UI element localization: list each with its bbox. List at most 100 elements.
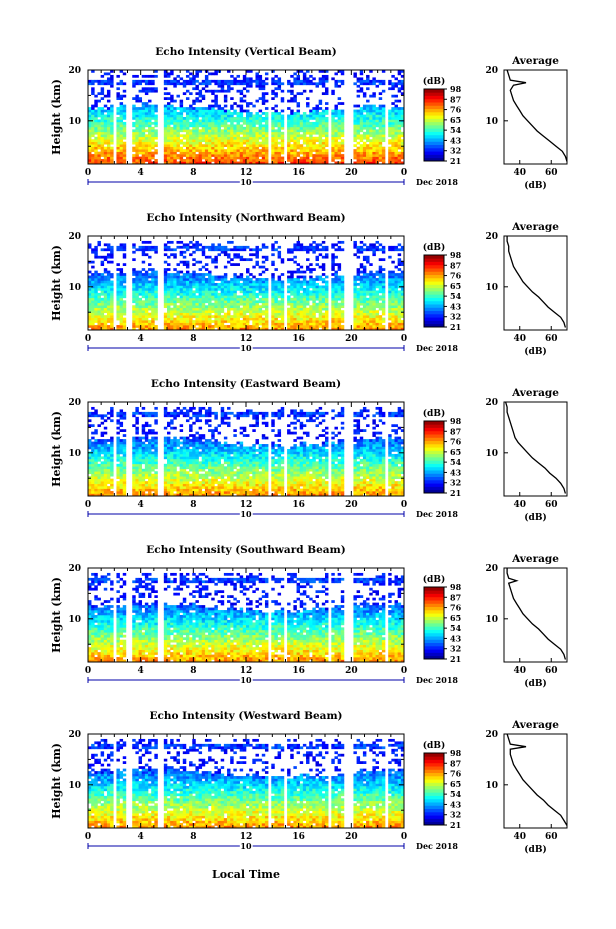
heatmap-cell <box>97 161 101 165</box>
heatmap-cell <box>312 124 316 128</box>
heatmap-cell <box>391 285 395 289</box>
heatmap-cell <box>274 310 278 313</box>
heatmap-cell <box>277 290 282 294</box>
heatmap-cell <box>366 290 370 294</box>
heatmap-cell <box>97 129 101 133</box>
average-y-tick-label: 10 <box>485 283 498 293</box>
heatmap-cell <box>167 273 171 276</box>
heatmap-cell <box>391 136 395 140</box>
heatmap-cell <box>340 119 345 123</box>
heatmap-cell <box>103 94 108 98</box>
heatmap-cell <box>369 129 373 133</box>
heatmap-cell <box>192 134 196 138</box>
heatmap-cell <box>201 119 206 123</box>
heatmap-cell <box>195 119 199 123</box>
heatmap-cell <box>271 315 275 318</box>
heatmap-cell <box>217 243 222 247</box>
heatmap-cell <box>170 283 174 286</box>
heatmap-cell <box>362 258 367 262</box>
average-title: Average <box>511 55 559 67</box>
heatmap-cell <box>122 280 127 284</box>
heatmap-cell <box>394 112 398 115</box>
heatmap-cell <box>334 121 338 125</box>
heatmap-cell <box>204 89 209 93</box>
heatmap-cell <box>400 79 405 83</box>
heatmap-cell <box>91 305 95 309</box>
heatmap-cell <box>116 144 120 147</box>
heatmap-cell <box>97 79 101 83</box>
heatmap-cell <box>381 161 386 165</box>
heatmap-cell <box>192 146 196 150</box>
heatmap-cell <box>287 320 291 323</box>
heatmap-cell <box>100 117 105 120</box>
heatmap-cell <box>236 295 240 299</box>
heatmap-cell <box>116 92 120 96</box>
heatmap-cell <box>356 317 361 321</box>
heatmap-cell <box>214 114 218 118</box>
heatmap-cell <box>309 129 313 133</box>
heatmap-cell <box>306 327 310 331</box>
heatmap-cell <box>369 126 373 130</box>
heatmap-cell <box>198 112 203 115</box>
heatmap-cell <box>255 280 259 284</box>
heatmap-cell <box>151 295 155 299</box>
heatmap-cell <box>185 263 190 266</box>
heatmap-cell <box>394 131 398 135</box>
heatmap-cell <box>359 310 364 313</box>
heatmap-cell <box>227 255 231 259</box>
heatmap-cell <box>293 77 297 81</box>
heatmap-cell <box>261 285 266 289</box>
heatmap-cell <box>122 295 127 299</box>
heatmap-cell <box>400 141 405 145</box>
heatmap-cell <box>135 126 139 130</box>
heatmap-cell <box>116 136 120 140</box>
heatmap-cell <box>100 280 105 284</box>
heatmap-cell <box>148 305 152 309</box>
colorbar-segment <box>424 147 444 152</box>
heatmap-cell <box>163 322 168 326</box>
heatmap-cell <box>287 258 291 262</box>
heatmap-cell <box>315 104 319 108</box>
heatmap-cell <box>372 310 376 313</box>
heatmap-cell <box>116 280 120 284</box>
heatmap-cell <box>151 305 155 309</box>
heatmap-cell <box>372 119 376 123</box>
heatmap-cell <box>321 315 326 318</box>
heatmap-cell <box>110 114 114 118</box>
heatmap-cell <box>280 312 285 316</box>
heatmap-cell <box>230 285 234 289</box>
heatmap-cell <box>299 126 304 130</box>
heatmap-cell <box>337 315 342 318</box>
heatmap-cell <box>189 79 193 83</box>
colorbar-segment <box>424 287 444 292</box>
heatmap-cell <box>400 283 405 286</box>
heatmap-cell <box>211 302 215 306</box>
heatmap-cell <box>315 243 319 247</box>
heatmap-cell <box>227 89 231 93</box>
heatmap-cell <box>249 149 253 152</box>
heatmap-cell <box>315 156 319 160</box>
heatmap-cell <box>230 327 234 331</box>
heatmap-cell <box>135 112 139 115</box>
heatmap-cell <box>173 136 177 140</box>
heatmap-cell <box>141 268 146 271</box>
heatmap-cell <box>315 144 319 147</box>
heatmap-cell <box>381 114 386 118</box>
heatmap-cell <box>110 280 114 284</box>
heatmap-cell <box>331 278 335 281</box>
heatmap-cell <box>170 72 174 76</box>
heatmap-cell <box>287 322 291 326</box>
heatmap-cell <box>195 322 199 326</box>
heatmap-cell <box>378 268 383 271</box>
heatmap-cell <box>151 74 155 78</box>
heatmap-cell <box>182 292 187 296</box>
date-month-label: Dec 2018 <box>416 177 458 187</box>
heatmap-cell <box>356 149 361 152</box>
heatmap-cell <box>163 300 168 304</box>
heatmap-cell <box>88 136 92 140</box>
heatmap-cell <box>91 325 95 328</box>
heatmap-cell <box>201 300 206 304</box>
heatmap-cell <box>214 126 218 130</box>
heatmap-cell <box>252 156 256 160</box>
heatmap-cell <box>378 295 383 299</box>
